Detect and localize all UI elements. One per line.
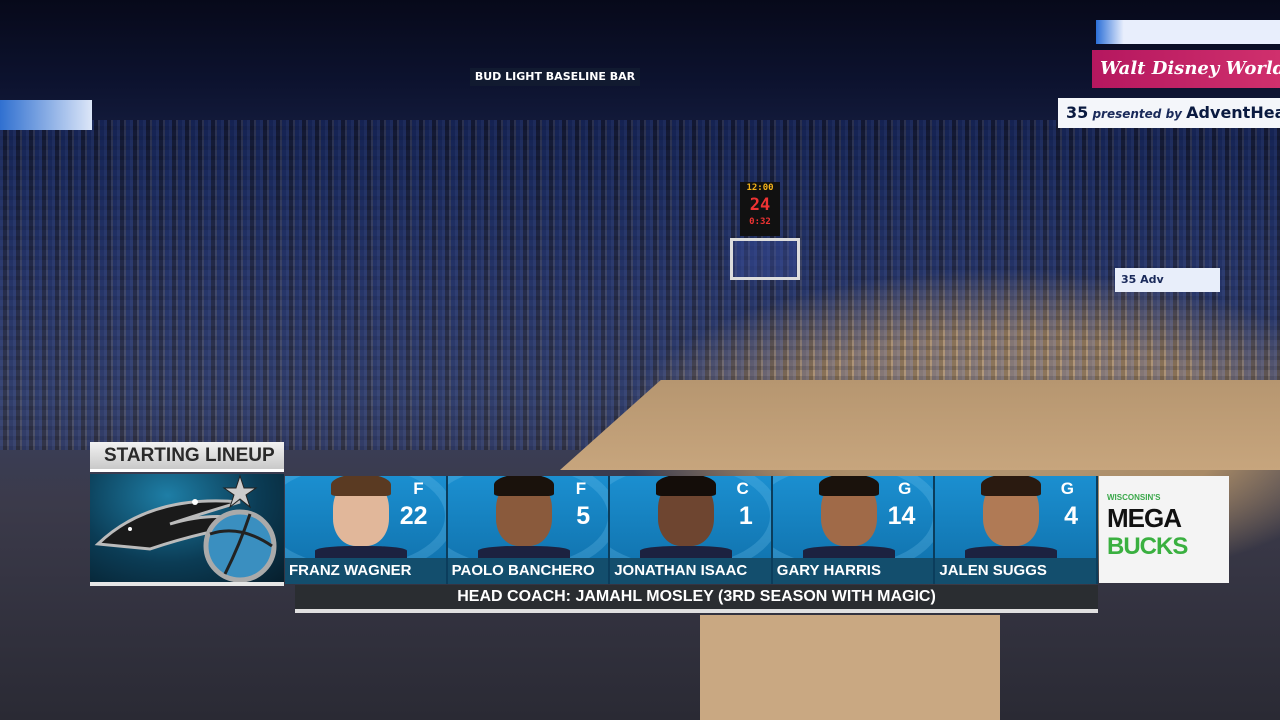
player-card: G 14 GARY HARRIS — [772, 476, 936, 584]
player-card: F 5 PAOLO BANCHERO — [447, 476, 611, 584]
player-number: 4 — [1064, 502, 1078, 530]
player-card: C 1 JONATHAN ISAAC — [610, 476, 773, 584]
sponsor-line1: WISCONSIN'S — [1107, 493, 1161, 502]
player-card: F 22 FRANZ WAGNER — [285, 476, 448, 584]
period-time: 0:32 — [749, 217, 771, 227]
orlando-magic-logo — [94, 474, 277, 582]
player-name: JALEN SUGGS — [935, 558, 1096, 584]
player-position: C — [736, 479, 749, 498]
game-clock: 12:00 — [746, 183, 774, 193]
player-cards: F 22 FRANZ WAGNER F 5 PAOLO BANCHERO C 1 JONAT… — [285, 476, 1098, 584]
player-number: 22 — [399, 502, 428, 530]
shot-clock-value: 24 — [749, 195, 771, 215]
basketball-court — [560, 380, 1280, 470]
baseline-bar-sign: BUD LIGHT BASELINE BAR — [470, 68, 640, 86]
player-number: 5 — [576, 502, 591, 530]
ribbon-board — [1096, 20, 1280, 44]
player-name: FRANZ WAGNER — [285, 558, 446, 584]
player-name: JONATHAN ISAAC — [610, 558, 771, 584]
sponsor-line2: MEGA — [1107, 503, 1182, 533]
anniversary-number: 35 — [1066, 103, 1089, 122]
sponsor-logo: WISCONSIN'S MEGA BUCKS — [1099, 476, 1229, 583]
player-card: G 4 JALEN SUGGS — [935, 476, 1098, 584]
left-ribbon-board — [0, 100, 92, 130]
player-position: G — [898, 479, 912, 498]
player-position: F — [413, 479, 424, 498]
shot-clock: 12:00 24 0:32 — [740, 182, 780, 236]
head-coach-bar: HEAD COACH: JAMAHL MOSLEY (3RD SEASON WI… — [295, 585, 1098, 613]
player-number: 14 — [887, 502, 916, 530]
disney-sign: Walt Disney World — [1092, 50, 1280, 88]
advent-health-sign: 35 presented by AdventHealth — [1058, 98, 1280, 128]
side-sign: 35 Adv — [1115, 268, 1220, 292]
court-foreground — [700, 615, 1000, 720]
sponsor-name: AdventHealth — [1186, 103, 1280, 122]
player-number: 1 — [738, 502, 753, 530]
player-name: PAOLO BANCHERO — [447, 558, 609, 584]
presented-by: presented by — [1092, 107, 1182, 121]
player-position: G — [1060, 479, 1074, 498]
sponsor-line3: BUCKS — [1107, 533, 1188, 560]
team-logo-panel — [90, 474, 284, 586]
starting-lineup-title: STARTING LINEUP — [90, 442, 284, 472]
backboard — [730, 238, 800, 280]
player-name: GARY HARRIS — [772, 558, 934, 584]
player-position: F — [575, 479, 587, 498]
